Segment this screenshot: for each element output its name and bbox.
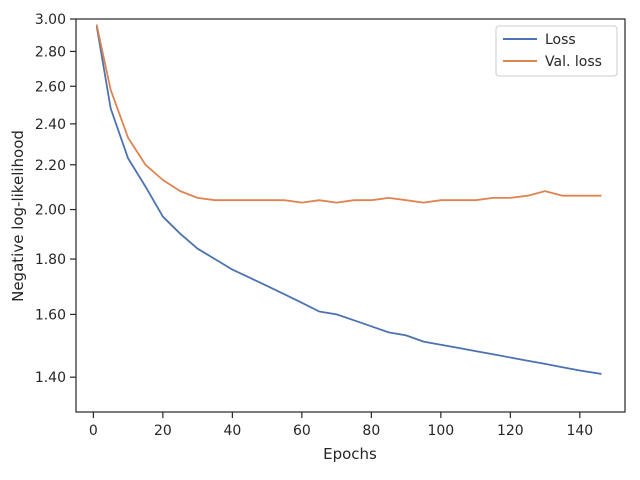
legend: Loss Val. loss <box>495 25 618 77</box>
x-tick-label: 120 <box>497 423 524 439</box>
y-tick-label: 2.40 <box>35 117 66 133</box>
series-line-val-loss <box>95 24 602 204</box>
x-axis-label: Epochs <box>323 445 377 463</box>
y-tick-label: 3.00 <box>35 12 66 28</box>
y-tick-label: 1.80 <box>35 252 66 268</box>
y-tick-label: 2.80 <box>35 44 66 60</box>
y-tick-label: 1.60 <box>35 307 66 323</box>
x-tick-label: 20 <box>154 423 172 439</box>
y-tick-label: 2.00 <box>35 203 66 219</box>
y-axis: 1.40 1.60 1.80 2.00 2.20 2.40 2.60 2.80 3.00 <box>35 12 76 386</box>
x-tick-label: 140 <box>566 423 593 439</box>
series-layer <box>95 24 602 375</box>
y-tick-label: 1.40 <box>35 370 66 386</box>
y-tick-label: 2.20 <box>35 158 66 174</box>
plot-area-frame <box>75 18 626 413</box>
series-line-loss <box>95 26 602 375</box>
x-tick-label: 80 <box>362 423 380 439</box>
x-tick-label: 60 <box>293 423 311 439</box>
legend-label-loss: Loss <box>545 32 576 48</box>
x-axis: 0 20 40 60 80 100 120 140 <box>89 412 593 439</box>
y-tick-label: 2.60 <box>35 79 66 95</box>
y-axis-label: Negative log-likelihood <box>9 130 27 302</box>
x-tick-label: 0 <box>89 423 98 439</box>
legend-label-val-loss: Val. loss <box>545 54 602 70</box>
x-tick-label: 40 <box>223 423 241 439</box>
x-tick-label: 100 <box>427 423 454 439</box>
